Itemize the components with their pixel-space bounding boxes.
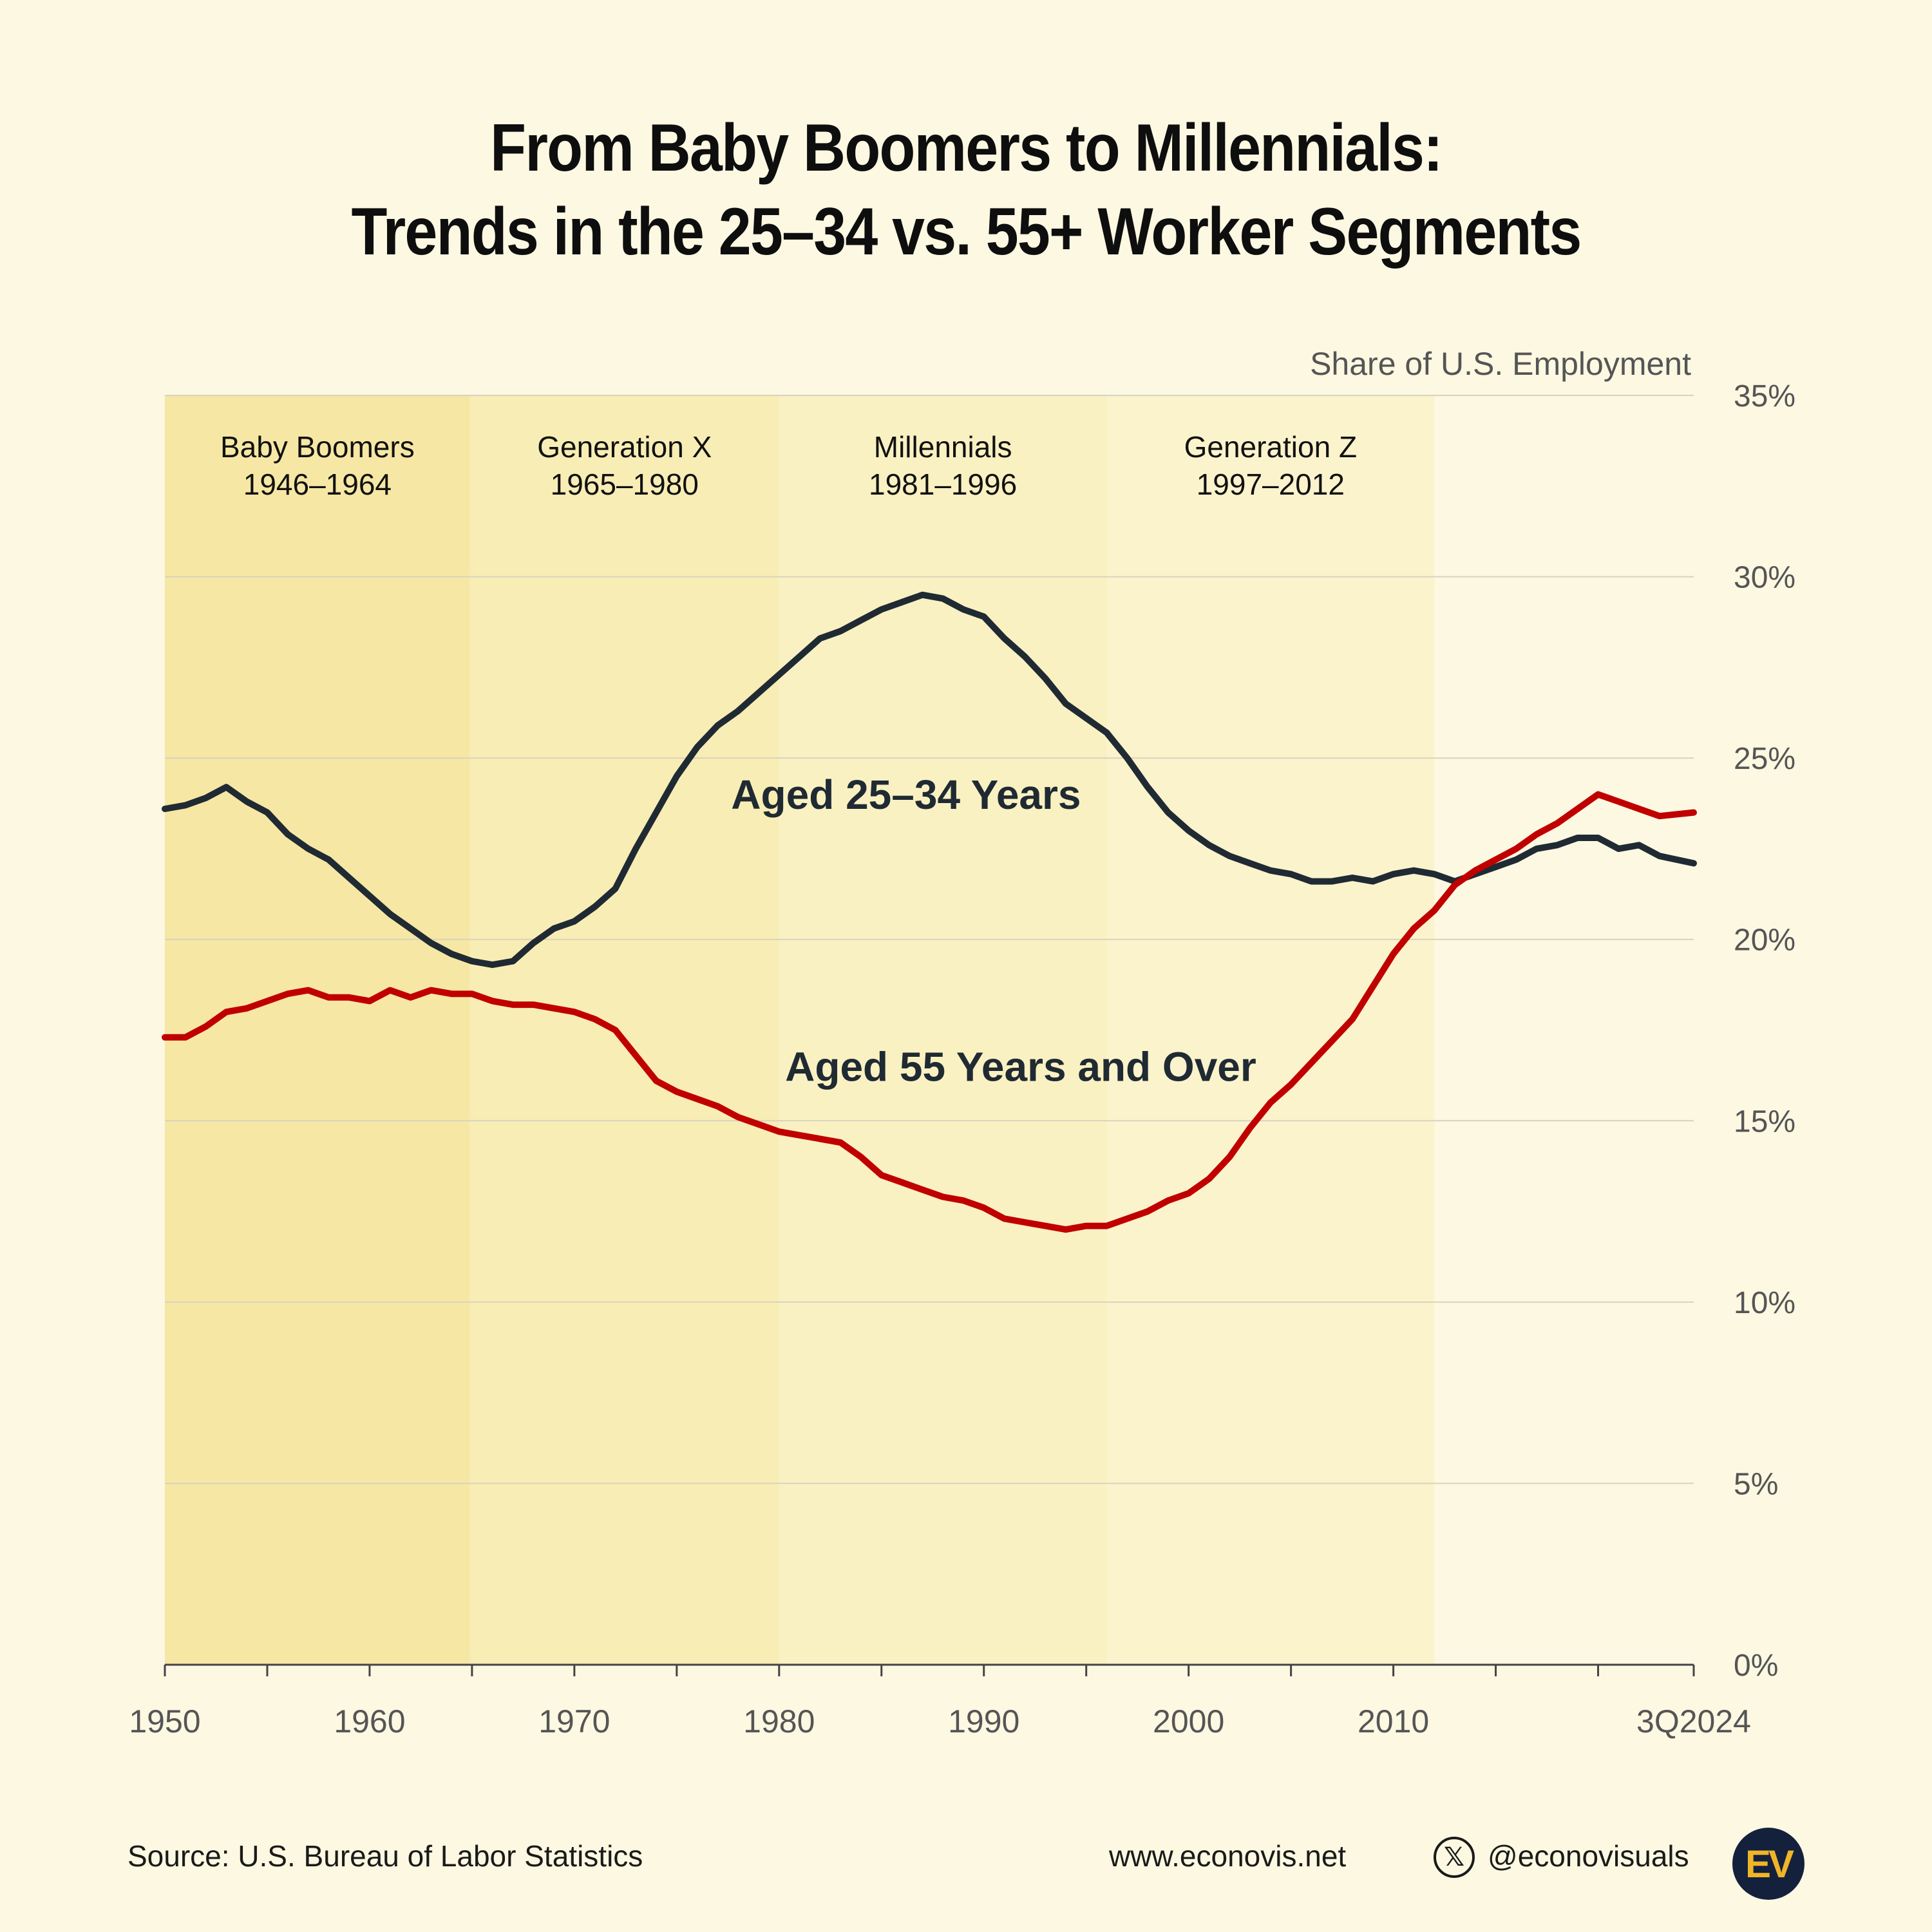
- series-label: Aged 25–34 Years: [731, 772, 1081, 818]
- x-axis: [164, 1663, 1695, 1676]
- series-line-aged-55-over: [162, 791, 1697, 1233]
- y-tick-label: 20%: [1734, 923, 1795, 958]
- band-years: 1997–2012: [1197, 468, 1345, 501]
- x-axis-tick-labels: 1950 1960 1970 1980 1990 2000 2010 3Q2024: [129, 1703, 1751, 1739]
- y-tick-label: 30%: [1734, 561, 1795, 595]
- y-tick-label: 5%: [1734, 1467, 1778, 1501]
- x-tick-label: 2010: [1358, 1703, 1429, 1739]
- generation-bands: [165, 395, 1435, 1665]
- band-label: Baby Boomers: [220, 430, 415, 464]
- y-tick-label: 25%: [1734, 742, 1795, 776]
- band-generation-z: [1106, 395, 1435, 1665]
- chart-title: From Baby Boomers to Millennials: Trends…: [116, 106, 1816, 274]
- band-label: Millennials: [874, 430, 1012, 464]
- x-tick-label: 1980: [743, 1703, 815, 1739]
- band-years: 1965–1980: [551, 468, 699, 501]
- band-millennials: [779, 395, 1107, 1665]
- band-baby-boomers: [165, 395, 470, 1665]
- generation-band-labels: Baby Boomers 1946–1964 Generation X 1965–19…: [220, 430, 1357, 501]
- chart-title-line-2: Trends in the 25–34 vs. 55+ Worker Segme…: [351, 194, 1582, 269]
- chart-title-line-1: From Baby Boomers to Millennials:: [490, 111, 1443, 185]
- band-generation-x: [469, 395, 779, 1665]
- website-link[interactable]: www.econovis.net: [1109, 1839, 1347, 1873]
- band-label: Generation X: [537, 430, 712, 464]
- y-tick-label: 0%: [1734, 1649, 1778, 1683]
- x-tick-label: 1990: [948, 1703, 1019, 1739]
- x-tick-label: 1950: [129, 1703, 200, 1739]
- y-tick-label: 35%: [1734, 379, 1795, 413]
- x-tick-label: 1970: [538, 1703, 610, 1739]
- source-note: Source: U.S. Bureau of Labor Statistics: [128, 1839, 643, 1873]
- y-tick-label: 10%: [1734, 1286, 1795, 1320]
- x-tick-label: 1960: [334, 1703, 405, 1739]
- data-series: [162, 591, 1697, 1233]
- econovis-logo: EV: [1732, 1828, 1804, 1900]
- x-tick-label: 3Q2024: [1636, 1703, 1751, 1739]
- band-years: 1946–1964: [243, 468, 392, 501]
- x-logo-icon: 𝕏: [1434, 1837, 1475, 1878]
- x-tick-label: 2000: [1153, 1703, 1224, 1739]
- series-line-aged-25-34: [162, 591, 1697, 969]
- series-labels: Aged 25–34 Years Aged 55 Years and Over: [731, 772, 1256, 1090]
- social-handle[interactable]: @econovisuals: [1488, 1839, 1689, 1873]
- series-label: Aged 55 Years and Over: [785, 1043, 1256, 1090]
- y-axis-tick-labels: 0% 5% 10% 15% 20% 25% 30% 35%: [1734, 379, 1795, 1683]
- y-tick-label: 15%: [1734, 1104, 1795, 1139]
- y-gridlines: [165, 395, 1694, 1484]
- band-years: 1981–1996: [869, 468, 1017, 501]
- band-label: Generation Z: [1184, 430, 1357, 464]
- y-axis-title: Share of U.S. Employment: [1310, 346, 1691, 382]
